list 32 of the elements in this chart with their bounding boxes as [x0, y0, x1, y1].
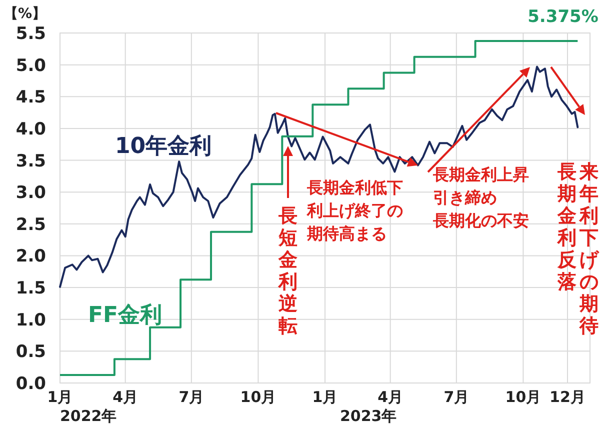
series-label: FF金利 — [88, 303, 162, 328]
y-tick-label: 1.0 — [16, 310, 46, 330]
x-tick-label: 7月 — [444, 388, 470, 406]
x-tick-label: 4月 — [112, 388, 138, 406]
y-tick-label: 3.0 — [16, 183, 46, 204]
y-tick-label: 3.5 — [16, 151, 46, 172]
y-tick-label: 4.0 — [16, 119, 46, 140]
y-tick-label: 4.5 — [16, 88, 46, 108]
x-tick-label: 1月 — [312, 388, 338, 406]
y-tick-label: 5.5 — [16, 24, 46, 44]
series-label: 10年金利 — [115, 134, 212, 159]
y-tick-label: 1.5 — [16, 278, 46, 299]
annotation: 来年利下げの期待 — [578, 161, 600, 337]
annotation: 長短金利逆転 — [278, 205, 298, 337]
text: 2022年 — [60, 407, 117, 425]
y-tick-label: 0.5 — [16, 342, 46, 362]
x-tick-label: 4月 — [378, 388, 404, 406]
x-tick-label: 10月 — [505, 388, 542, 406]
text: 2023年 — [340, 407, 397, 425]
annotation: 長期金利反落 — [556, 161, 576, 293]
annotation: 長期金利上昇引き締め長期化の不安 — [432, 165, 529, 230]
text: 5.375% — [528, 7, 598, 27]
annotation: 長期金利低下利上げ終了の期待高まる — [306, 178, 403, 243]
x-tick-label: 1月 — [47, 388, 73, 406]
x-tick-label: 7月 — [178, 388, 204, 406]
x-tick-label: 10月 — [240, 388, 276, 406]
y-tick-label: 2.5 — [16, 214, 46, 235]
y-tick-label: 2.0 — [16, 246, 46, 267]
y-tick-label: 0.0 — [16, 374, 46, 394]
y-axis-title: 【%】 — [4, 6, 46, 22]
x-tick-label: 12月 — [550, 388, 586, 406]
y-tick-label: 5.0 — [16, 56, 46, 76]
